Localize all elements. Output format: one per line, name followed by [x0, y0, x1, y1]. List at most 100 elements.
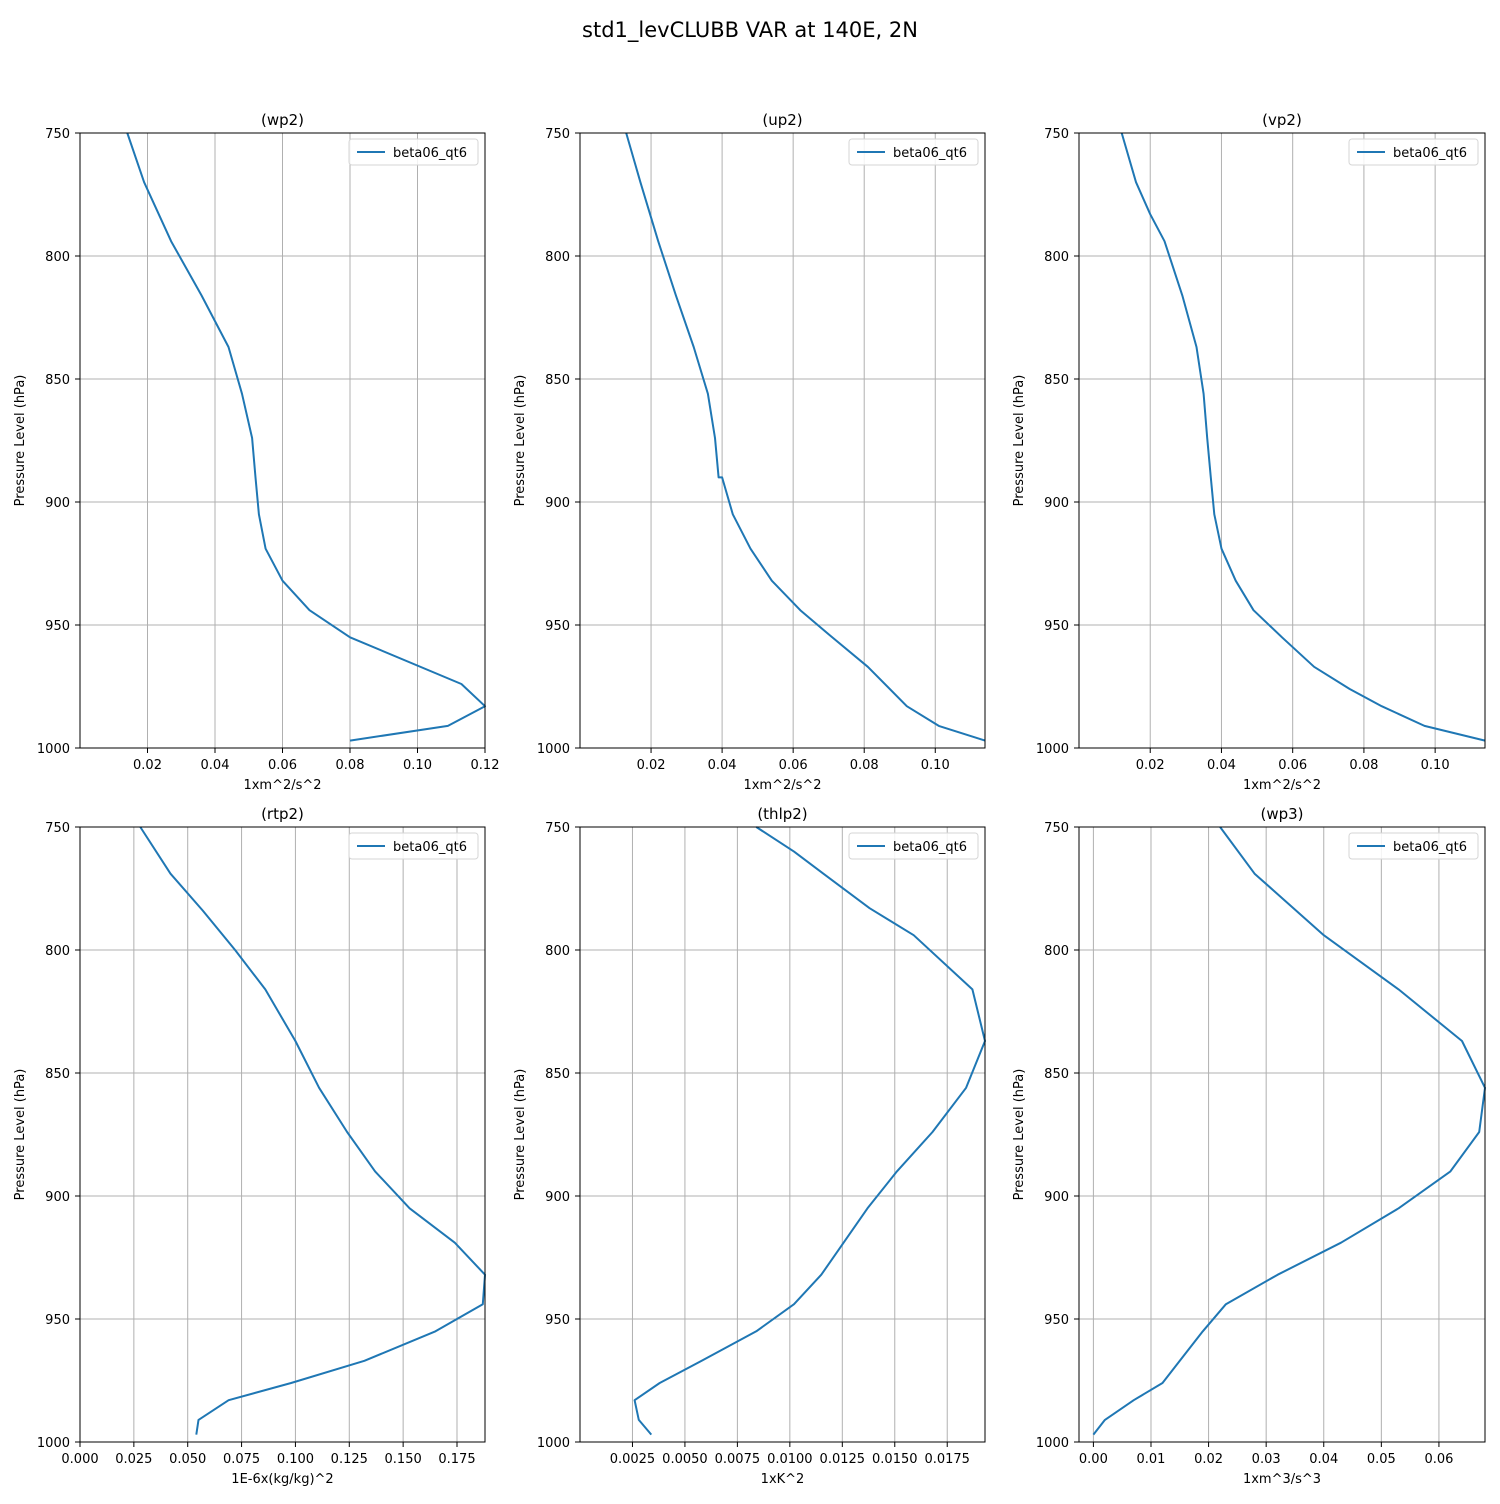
panel-5-legend-box	[848, 832, 979, 860]
panel-1-legend-label: beta06_qt6	[393, 146, 467, 161]
panel-3-ytick-label-4: 950	[1044, 619, 1069, 634]
panel-2-axes-frame	[579, 132, 986, 749]
panel-1-legend: beta06_qt6	[348, 138, 479, 166]
panel-1-xtick-label-4: 0.10	[403, 758, 432, 773]
panel-2-xtick-label-0: 0.02	[637, 758, 666, 773]
panel-6-axes-frame	[1078, 826, 1486, 1443]
panel-1-ytick-label-1: 800	[45, 250, 70, 265]
panel-6-legend: beta06_qt6	[1348, 832, 1479, 860]
panel-1-ytick-label-5: 1000	[37, 742, 70, 757]
panel-6-ytick-label-0: 750	[1044, 821, 1069, 836]
panel-5-xtick-label-3: 0.0100	[767, 1452, 813, 1467]
panel-6-ylabel: Pressure Level (hPa)	[1012, 1069, 1027, 1201]
panel-5-ytick-label-5: 1000	[537, 1436, 570, 1451]
panel-3-ytick-label-3: 900	[1044, 496, 1069, 511]
panel-4-legend-label: beta06_qt6	[393, 840, 467, 855]
panel-2-legend-box	[848, 138, 979, 166]
panel-4-xlabel: 1E-6x(kg/kg)^2	[231, 1472, 333, 1487]
panel-6-xtick-label-0: 0.00	[1079, 1452, 1108, 1467]
panel-5-title: (thlp2)	[757, 805, 807, 823]
panel-3: 0.02 0.04 0.06 0.08 0.10 750 800 850 900 950 1000 (…	[1012, 111, 1486, 793]
panel-1-xlabel: 1xm^2/s^2	[243, 778, 321, 793]
panel-2-xtick-label-3: 0.08	[850, 758, 879, 773]
panel-6-ytick-label-3: 900	[1044, 1190, 1069, 1205]
panel-2-legend-label: beta06_qt6	[893, 146, 967, 161]
panel-3-axes-frame	[1078, 132, 1486, 749]
panel-1-xtick-label-0: 0.02	[133, 758, 162, 773]
panel-2-ytick-label-4: 950	[545, 619, 570, 634]
panel-1: 0.02 0.04 0.06 0.08 0.10 0.12 750 800 850 900 950 1…	[13, 111, 499, 793]
panel-4-axes-frame	[79, 826, 486, 1443]
panel-4-xtick-label-3: 0.075	[223, 1452, 260, 1467]
panel-2-legend: beta06_qt6	[848, 138, 979, 166]
panel-2-xtick-label-4: 0.10	[921, 758, 950, 773]
panel-5-axes-frame	[579, 826, 986, 1443]
panel-5-series-line-0	[633, 826, 986, 1436]
panel-1-ytick-label-3: 900	[45, 496, 70, 511]
panel-6-ytick-label-5: 1000	[1036, 1436, 1069, 1451]
panel-4-ytick-label-1: 800	[45, 944, 70, 959]
panel-5: 0.0025 0.0050 0.0075 0.0100 0.0125 0.0150 0.01…	[513, 805, 986, 1487]
panel-1-xtick-label-5: 0.12	[471, 758, 500, 773]
panel-1-xtick-label-3: 0.08	[336, 758, 365, 773]
panel-4-xtick-label-6: 0.150	[385, 1452, 422, 1467]
panel-3-xtick-label-1: 0.04	[1207, 758, 1236, 773]
panel-6-xtick-label-4: 0.04	[1309, 1452, 1338, 1467]
panel-3-title: (vp2)	[1262, 111, 1302, 129]
panel-5-xtick-label-5: 0.0150	[872, 1452, 918, 1467]
panel-6-legend-label: beta06_qt6	[1393, 840, 1467, 855]
panel-3-legend-box	[1348, 138, 1479, 166]
panel-6-ytick-label-2: 850	[1044, 1067, 1069, 1082]
panel-4-ytick-label-3: 900	[45, 1190, 70, 1205]
panel-4-xtick-label-2: 0.050	[169, 1452, 206, 1467]
panel-6: 0.00 0.01 0.02 0.03 0.04 0.05 0.06 750 800 850 900…	[1012, 805, 1486, 1487]
panel-2-title: (up2)	[762, 111, 802, 129]
panel-5-legend-label: beta06_qt6	[893, 840, 967, 855]
panel-6-title: (wp3)	[1260, 805, 1303, 823]
panel-4-legend-box	[348, 832, 479, 860]
panel-3-ylabel: Pressure Level (hPa)	[1012, 375, 1027, 507]
panel-3-ytick-label-0: 750	[1044, 127, 1069, 142]
panel-4-ytick-label-0: 750	[45, 821, 70, 836]
panel-3-ytick-label-2: 850	[1044, 373, 1069, 388]
panel-1-legend-box	[348, 138, 479, 166]
panel-4-xtick-label-0: 0.000	[61, 1452, 98, 1467]
panel-1-title: (wp2)	[261, 111, 304, 129]
panel-4-title: (rtp2)	[261, 805, 304, 823]
panel-3-legend-label: beta06_qt6	[1393, 146, 1467, 161]
panel-6-xtick-label-3: 0.03	[1252, 1452, 1281, 1467]
panel-6-xtick-label-5: 0.05	[1367, 1452, 1396, 1467]
panel-5-ytick-label-0: 750	[545, 821, 570, 836]
panel-6-xtick-label-6: 0.06	[1424, 1452, 1453, 1467]
panel-2-ytick-label-5: 1000	[537, 742, 570, 757]
panel-3-xtick-label-2: 0.06	[1278, 758, 1307, 773]
panel-4-ytick-label-4: 950	[45, 1313, 70, 1328]
panel-5-xtick-label-6: 0.0175	[924, 1452, 970, 1467]
panel-2-ytick-label-3: 900	[545, 496, 570, 511]
panel-2-xlabel: 1xm^2/s^2	[743, 778, 821, 793]
panel-2-ytick-label-2: 850	[545, 373, 570, 388]
panel-6-ytick-label-1: 800	[1044, 944, 1069, 959]
panel-3-ytick-label-1: 800	[1044, 250, 1069, 265]
panel-6-legend-box	[1348, 832, 1479, 860]
panel-3-xtick-label-4: 0.10	[1421, 758, 1450, 773]
panel-4-xtick-label-4: 0.100	[277, 1452, 314, 1467]
panel-4-xtick-label-5: 0.125	[331, 1452, 368, 1467]
panel-6-series-line-0	[1092, 826, 1486, 1436]
panel-1-ylabel: Pressure Level (hPa)	[13, 375, 28, 507]
panel-2-xtick-label-2: 0.06	[779, 758, 808, 773]
panel-2-xtick-label-1: 0.04	[708, 758, 737, 773]
panel-5-xtick-label-2: 0.0075	[715, 1452, 761, 1467]
panel-3-legend: beta06_qt6	[1348, 138, 1479, 166]
panel-1-ytick-label-0: 750	[45, 127, 70, 142]
panel-6-xtick-label-2: 0.02	[1194, 1452, 1223, 1467]
panel-5-xtick-label-4: 0.0125	[820, 1452, 866, 1467]
panel-3-ytick-label-5: 1000	[1036, 742, 1069, 757]
panel-5-ytick-label-1: 800	[545, 944, 570, 959]
panel-6-ytick-label-4: 950	[1044, 1313, 1069, 1328]
panel-2-ytick-label-0: 750	[545, 127, 570, 142]
panel-1-xtick-label-1: 0.04	[201, 758, 230, 773]
panel-5-xtick-label-1: 0.0050	[662, 1452, 708, 1467]
